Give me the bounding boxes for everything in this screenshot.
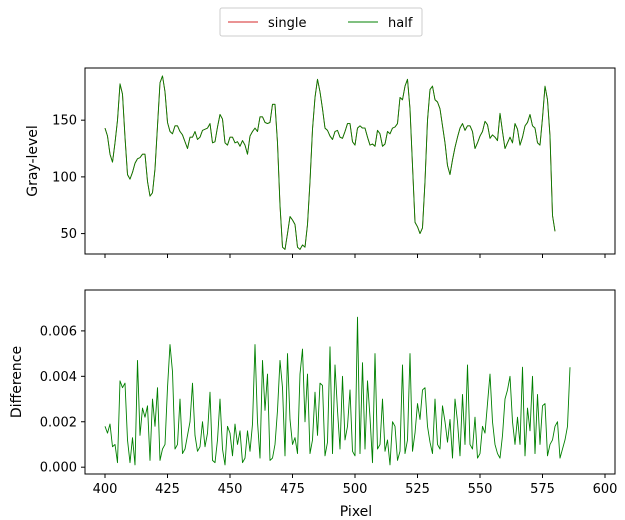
y-axis-label: Gray-level [25, 125, 41, 197]
legend-frame [219, 7, 423, 37]
y-tick-label: 0.000 [40, 461, 77, 476]
x-tick-label: 400 [93, 482, 118, 497]
y-tick-label: 0.004 [40, 370, 77, 385]
x-tick-label: 600 [593, 482, 618, 497]
x-tick-label: 550 [468, 482, 493, 497]
series-lines [104, 316, 571, 466]
plot-area [85, 290, 615, 474]
x-tick-label: 450 [218, 482, 243, 497]
x-axis-label: Pixel [340, 504, 372, 520]
y-tick-label: 50 [60, 227, 77, 242]
series-line-half [104, 316, 571, 466]
gray-level-panel: 50 100 150 Gray-level [25, 67, 616, 258]
y-tick-label: 100 [52, 170, 77, 185]
y-tick-label: 0.002 [40, 415, 77, 430]
y-ticks: 50 100 150 [52, 114, 85, 242]
x-ticks: 400 425 450 475 500 525 550 575 600 [93, 474, 618, 497]
axes-frame [84, 289, 616, 475]
y-tick-label: 0.006 [40, 324, 77, 339]
legend-label-half: half [388, 16, 413, 31]
y-ticks: 0.000 0.002 0.004 0.006 [40, 324, 85, 476]
x-tick-label: 525 [405, 482, 430, 497]
x-tick-label: 425 [155, 482, 180, 497]
series-lines [104, 75, 556, 250]
y-tick-label: 150 [52, 114, 77, 129]
x-tick-label: 500 [343, 482, 368, 497]
difference-panel: 0.000 0.002 0.004 0.006 400 425 450 475 500 525 5… [9, 289, 618, 520]
y-axis-label: Difference [9, 346, 25, 418]
plot-area [85, 68, 615, 254]
x-ticks [104, 254, 606, 258]
x-tick-label: 475 [280, 482, 305, 497]
legend: single half [219, 7, 423, 37]
x-tick-label: 575 [530, 482, 555, 497]
legend-label-single: single [268, 16, 307, 31]
axes-frame [84, 67, 616, 255]
series-line-half [104, 75, 556, 250]
